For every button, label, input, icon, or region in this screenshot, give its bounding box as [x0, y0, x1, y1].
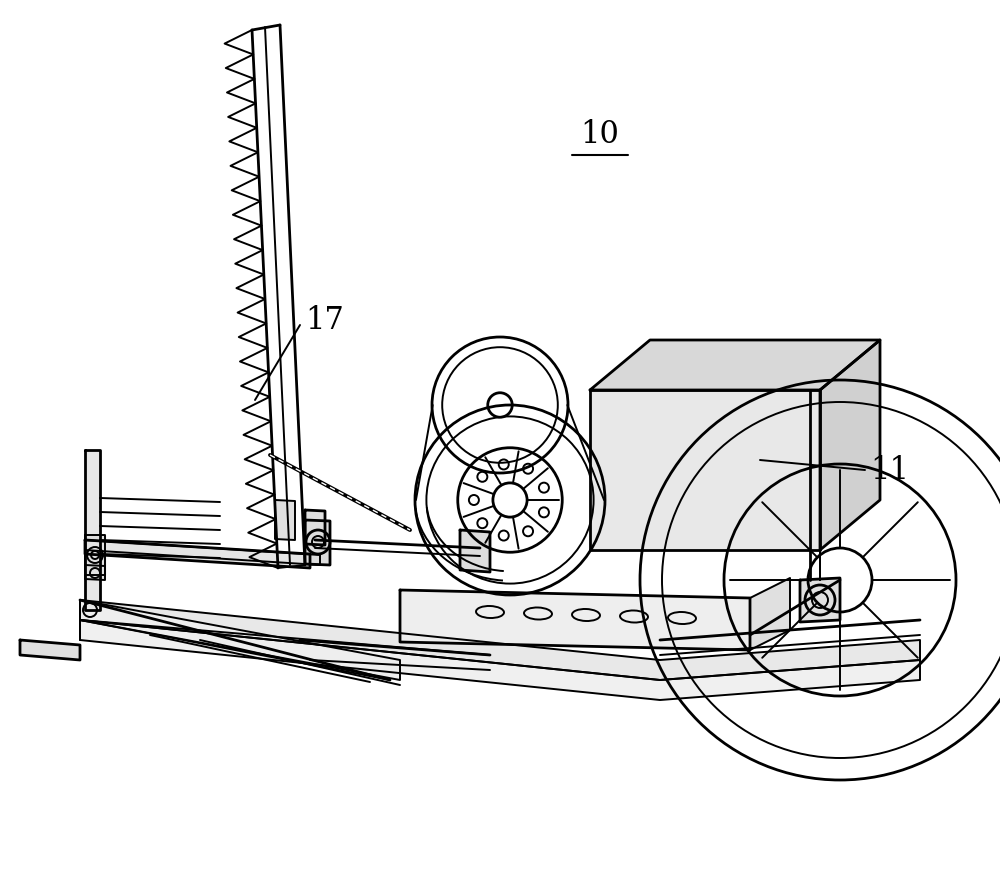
- Polygon shape: [20, 640, 80, 660]
- Polygon shape: [800, 578, 840, 622]
- Text: 17: 17: [305, 305, 344, 335]
- Polygon shape: [460, 530, 490, 572]
- Polygon shape: [85, 450, 100, 610]
- Polygon shape: [85, 535, 105, 575]
- Polygon shape: [590, 390, 820, 550]
- Polygon shape: [80, 620, 920, 700]
- Text: 11: 11: [870, 454, 909, 485]
- Polygon shape: [85, 540, 320, 565]
- Polygon shape: [305, 510, 325, 545]
- Polygon shape: [85, 565, 105, 580]
- Text: 10: 10: [581, 119, 619, 150]
- Polygon shape: [820, 340, 880, 550]
- Polygon shape: [85, 540, 310, 568]
- Polygon shape: [80, 600, 920, 680]
- Polygon shape: [400, 590, 750, 650]
- Polygon shape: [275, 500, 295, 540]
- Polygon shape: [750, 578, 790, 650]
- Polygon shape: [590, 340, 880, 390]
- Polygon shape: [305, 520, 330, 565]
- Polygon shape: [80, 600, 400, 680]
